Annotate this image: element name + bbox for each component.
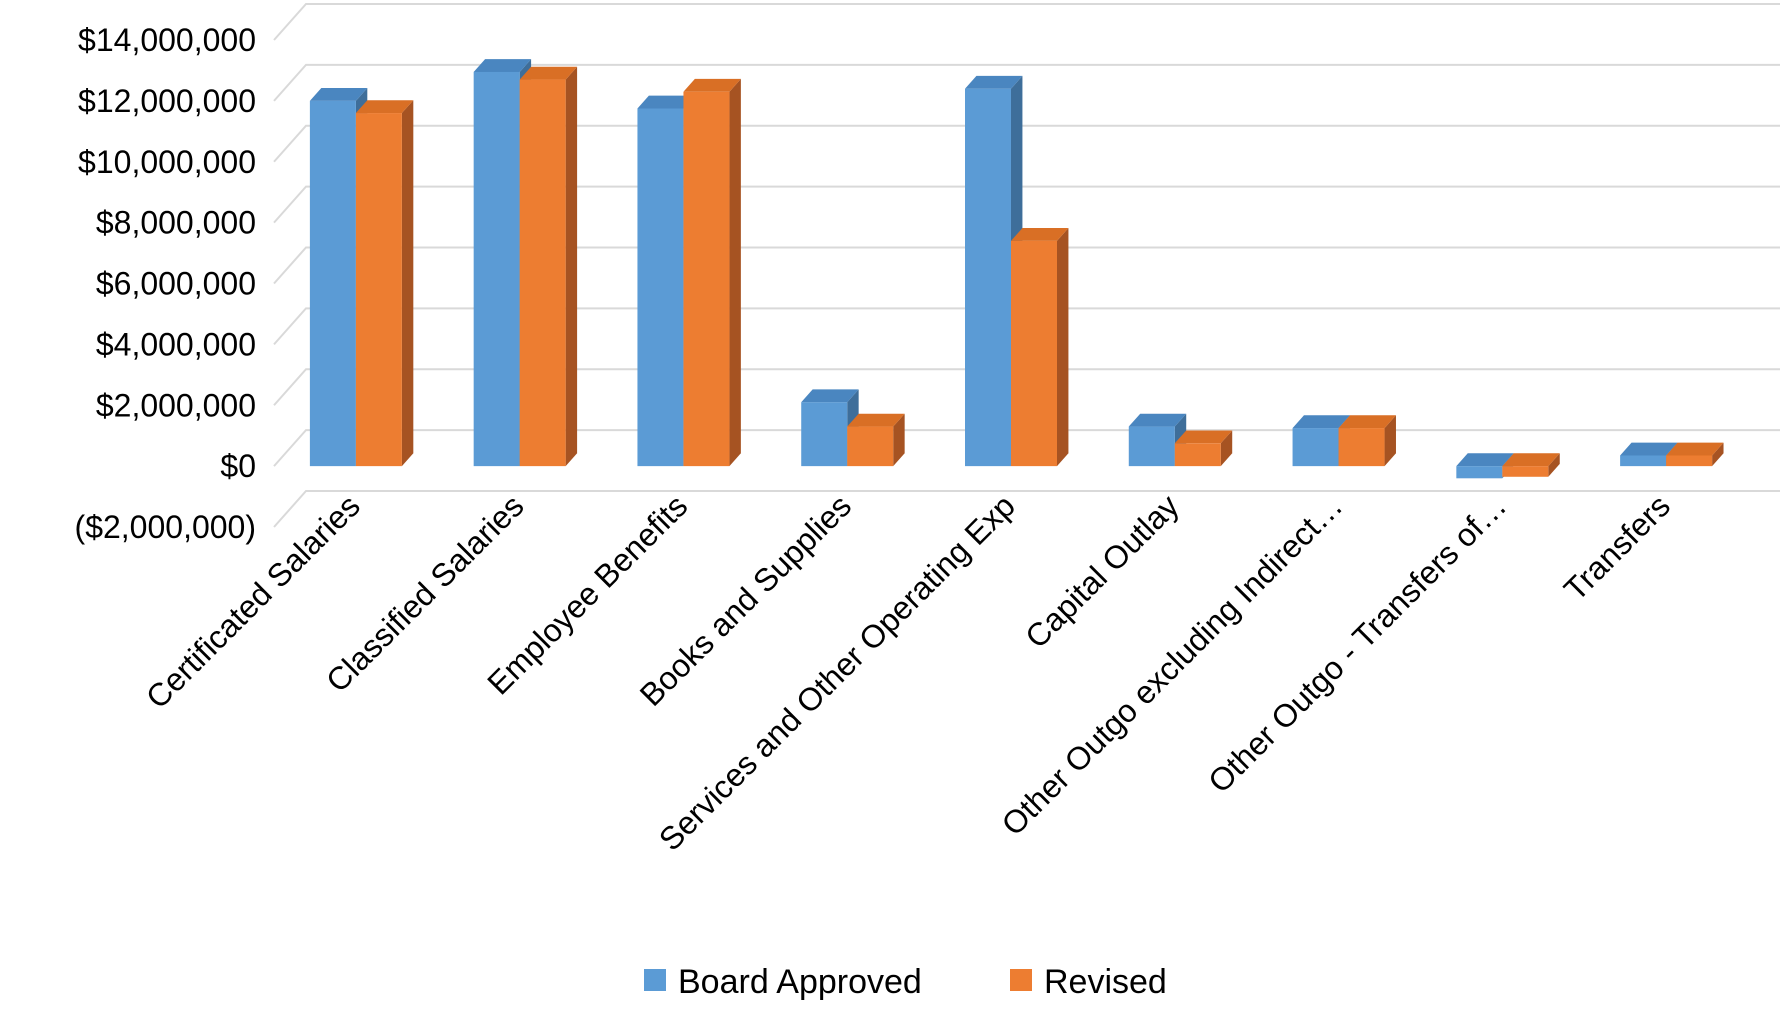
bar-front [683, 91, 730, 467]
x-category-label: Transfers [1557, 487, 1677, 607]
bar-front [1502, 466, 1549, 477]
gridline [273, 246, 1780, 285]
bar-revised [1338, 415, 1396, 467]
bars [309, 59, 1724, 479]
gridline [273, 429, 1780, 467]
bar-top [801, 389, 859, 403]
bar-front [847, 426, 894, 467]
bar-board-approved [801, 389, 859, 467]
legend-label-board-approved: Board Approved [678, 963, 922, 1001]
gridline [273, 368, 1780, 406]
bar-revised [1502, 453, 1560, 477]
bar-side [1384, 415, 1396, 467]
bar-revised [519, 66, 578, 467]
x-category-label: Other Outgo - Transfers of… [1201, 487, 1513, 799]
bar-revised [847, 413, 905, 467]
bar-front [1666, 455, 1713, 467]
bar-side [729, 78, 741, 467]
bar-revised [683, 78, 741, 467]
bar-front [1338, 428, 1385, 467]
bar-side [565, 66, 578, 467]
gridline [273, 63, 1780, 102]
y-tick-label: $8,000,000 [96, 205, 256, 241]
bar-top [1666, 442, 1724, 456]
bar-top [1292, 415, 1350, 429]
y-tick-label: $12,000,000 [78, 83, 256, 119]
bar-revised [355, 100, 414, 467]
bar-top [1128, 413, 1187, 427]
gridlines [273, 3, 1780, 528]
bar-top [1502, 453, 1560, 467]
bar-top [847, 413, 905, 427]
bar-revised [1011, 228, 1069, 467]
bar-top [1456, 453, 1514, 467]
gridline [273, 307, 1780, 346]
bar-top [519, 66, 578, 80]
y-tick-label: $10,000,000 [78, 144, 256, 180]
gridline [273, 185, 1780, 224]
bar-top [1174, 430, 1233, 444]
y-tick-label: $0 [220, 448, 256, 484]
bar-front [965, 88, 1011, 467]
bar-front [1011, 240, 1057, 467]
bar-side [401, 100, 414, 467]
y-tick-label: $2,000,000 [96, 387, 256, 423]
gridline [273, 124, 1780, 163]
bar-side [1057, 228, 1069, 467]
bar-front [519, 79, 566, 467]
bar-front [473, 71, 520, 467]
bar-top [637, 95, 695, 109]
bar-top [965, 75, 1023, 89]
bar-top [1338, 415, 1396, 429]
bar-top [309, 88, 368, 101]
bar-side [1712, 442, 1724, 467]
legend-label-revised: Revised [1044, 963, 1167, 1001]
bar-top [1620, 442, 1678, 456]
bar-top [473, 59, 532, 72]
legend-swatch-board-approved [644, 969, 666, 991]
bar-top [355, 100, 414, 114]
bar-top [683, 78, 741, 92]
y-tick-label: $14,000,000 [78, 22, 256, 58]
x-category-label: Other Outgo excluding Indirect… [995, 487, 1350, 842]
bar-side [1548, 453, 1560, 477]
bar-revised [1174, 430, 1233, 467]
bar-front [1456, 466, 1503, 479]
y-tick-label: $6,000,000 [96, 266, 256, 302]
bar-front [1128, 426, 1175, 467]
bar-front [637, 108, 684, 467]
legend: Board Approved Revised [644, 963, 1167, 1001]
y-tick-label: ($2,000,000) [75, 509, 256, 545]
bar-front [355, 113, 402, 467]
bar-side [1220, 430, 1233, 467]
gridline [273, 490, 1780, 528]
bar-front [1174, 443, 1221, 467]
bar-front [1620, 455, 1667, 467]
y-axis-tick-labels: $14,000,000 $12,000,000 $10,000,000 $8,000,… [75, 22, 256, 545]
bar-top [1011, 228, 1069, 241]
x-category-label: Capital Outlay [1018, 487, 1186, 655]
bar-front [309, 100, 356, 467]
bar-revised [1666, 442, 1724, 467]
x-category-label: Services and Other Operating Exp [652, 487, 1022, 857]
gridline [273, 3, 1780, 41]
bar-front [1292, 428, 1339, 467]
bar-side [893, 413, 905, 467]
y-tick-label: $4,000,000 [96, 326, 256, 362]
bar-front [801, 402, 848, 467]
legend-swatch-revised [1010, 969, 1032, 991]
